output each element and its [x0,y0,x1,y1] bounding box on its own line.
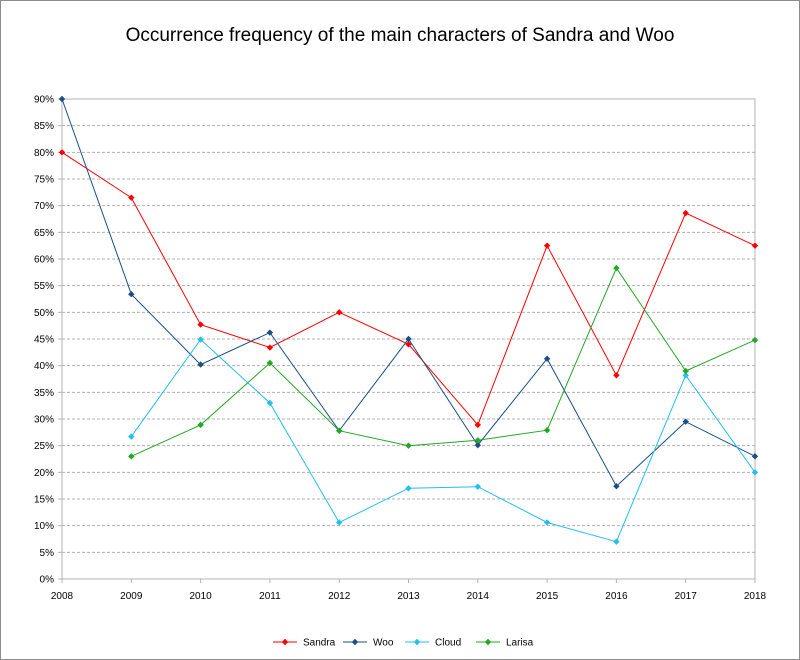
y-tick-label: 55% [34,281,54,292]
data-point [266,359,274,367]
grid-lines [62,98,755,553]
data-point [128,291,135,298]
data-point [543,427,551,434]
y-tick-label: 35% [34,388,54,399]
x-tick-label: 2016 [605,591,628,602]
data-point [128,433,135,440]
y-tick-label: 65% [34,228,54,239]
legend-item: Cloud [405,638,461,649]
x-tick-label: 2013 [397,591,420,602]
legend-label: Larisa [506,638,534,649]
y-tick-label: 0% [40,575,55,586]
x-tick-label: 2008 [51,591,74,602]
data-point [58,95,66,103]
data-point [751,242,759,249]
legend-label: Cloud [435,638,461,649]
data-point [197,321,204,328]
x-tick-label: 2017 [675,591,698,602]
x-tick-label: 2018 [744,591,767,602]
data-point [543,355,551,362]
series-sandra [58,149,759,429]
data-point [543,242,551,249]
x-tick-labels: 2008 2009 2010 2011 2012 2013 2014 2015 2016 2017… [51,591,767,602]
x-tick-label: 2012 [328,591,351,602]
x-tick-label: 2014 [467,591,490,602]
data-point [613,372,620,379]
data-point [474,441,481,449]
y-tick-label: 90% [34,95,54,106]
data-point [474,483,481,490]
data-point [128,453,135,460]
series-line [61,98,756,488]
data-point [336,427,343,434]
data-point [682,209,689,217]
x-tick-label: 2009 [120,591,143,602]
data-point [405,341,412,348]
y-tick-label: 10% [34,521,54,532]
data-point [197,336,204,343]
legend-item: Larisa [476,638,534,649]
legend-marker [281,638,289,646]
series-lines [58,95,759,545]
series-cloud [128,336,759,545]
x-tick-label: 2010 [189,591,212,602]
x-tick-label: 2011 [259,591,281,602]
legend-marker [484,638,492,646]
legend-marker [413,638,421,646]
chart-title: Occurrence frequency of the main charact… [125,25,675,46]
data-point [474,421,481,429]
y-tick-label: 30% [34,415,54,426]
data-point [58,149,66,156]
data-point [543,519,551,526]
data-point [405,442,412,449]
y-tick-label: 80% [34,148,54,159]
series-line [130,338,756,543]
data-point [613,483,620,490]
data-point [336,309,343,316]
series-line [61,151,756,426]
data-point [474,437,481,444]
data-point [128,194,135,201]
data-point [266,399,274,407]
legend-item: Woo [343,638,394,649]
data-point [751,336,759,344]
data-point [682,372,689,379]
y-tick-label: 75% [34,175,54,186]
y-tick-label: 70% [34,201,54,212]
data-point [751,453,759,460]
data-point [266,344,274,351]
data-point [682,418,689,425]
y-tick-label: 15% [34,495,54,506]
series-line [131,267,756,457]
y-tick-label: 25% [34,441,54,452]
y-tick-label: 45% [34,335,54,346]
legend: Sandra Woo Cloud Larisa [273,638,534,649]
y-tick-label: 50% [34,308,54,319]
data-point [197,421,204,429]
data-point [751,469,759,476]
data-point [613,538,620,545]
data-point [613,264,620,272]
legend-label: Woo [373,638,394,649]
y-tick-label: 85% [34,121,54,132]
series-woo [58,95,759,490]
y-tick-label: 5% [40,548,55,559]
y-tick-label: 20% [34,468,54,479]
data-point [405,485,412,492]
data-point [266,329,274,336]
legend-label: Sandra [303,638,336,649]
data-point [682,367,689,375]
legend-item: Sandra [273,638,336,649]
x-tick-label: 2015 [536,591,559,602]
data-point [405,335,412,343]
y-tick-label: 60% [34,255,54,266]
data-point [197,361,204,368]
series-larisa [128,264,759,460]
y-tick-labels: 0% 5% 10% 15% 20% 25% 30% 35% 40% 45% 50% 55% 60% 65%… [34,95,54,586]
data-point [336,519,343,526]
legend-marker [351,638,359,646]
y-tick-label: 40% [34,361,54,372]
